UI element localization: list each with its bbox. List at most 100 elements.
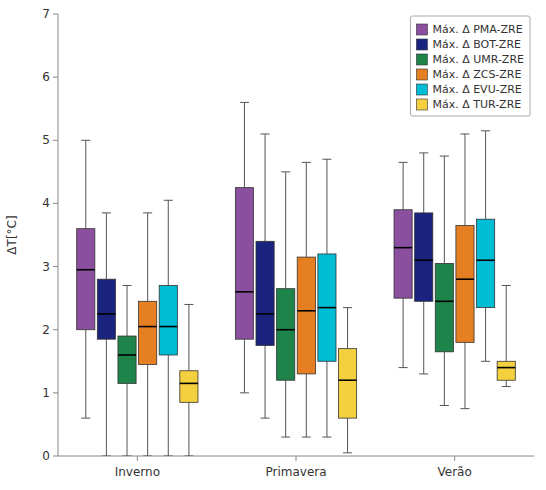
median	[394, 247, 412, 249]
legend-label: Máx. Δ BOT-ZRE	[432, 38, 521, 51]
cap-high	[322, 159, 331, 160]
cap-low	[184, 456, 193, 457]
cap-low	[261, 418, 270, 419]
whisker-high	[147, 213, 148, 301]
legend-swatch	[416, 99, 427, 110]
cap-high	[122, 285, 131, 286]
median	[415, 259, 433, 261]
cap-high	[460, 133, 469, 134]
whisker-low	[285, 380, 286, 437]
whisker-low	[127, 383, 128, 456]
legend-label: Máx. Δ EVU-ZRE	[432, 83, 521, 96]
whisker-high	[244, 102, 245, 187]
whisker-high	[85, 140, 86, 228]
box	[435, 263, 453, 351]
whisker-low	[423, 301, 424, 374]
cap-high	[184, 304, 193, 305]
cap-low	[302, 437, 311, 438]
legend-swatch	[416, 54, 427, 65]
cap-low	[240, 392, 249, 393]
x-tick	[454, 456, 455, 461]
y-tick	[53, 329, 58, 330]
x-tick-label: Verão	[438, 465, 472, 479]
box	[97, 279, 115, 339]
cap-low	[440, 405, 449, 406]
cap-high	[143, 212, 152, 213]
median	[497, 367, 515, 369]
series	[118, 156, 453, 456]
median	[477, 259, 495, 261]
series	[97, 134, 432, 456]
box	[415, 213, 433, 301]
median	[297, 310, 315, 312]
whisker-low	[85, 330, 86, 418]
cap-high	[343, 307, 352, 308]
median	[318, 307, 336, 309]
whisker-high	[188, 304, 189, 370]
whisker-low	[106, 339, 107, 456]
whisker-low	[506, 380, 507, 386]
cap-low	[419, 373, 428, 374]
axes: 01234567InvernoPrimaveraVerão	[42, 7, 534, 479]
box	[456, 226, 474, 343]
y-tick-label: 7	[42, 7, 50, 21]
whisker-high	[444, 156, 445, 263]
box	[77, 229, 95, 330]
legend-swatch	[416, 24, 427, 35]
whisker-high	[127, 286, 128, 337]
cap-high	[419, 152, 428, 153]
legend-box	[410, 16, 530, 116]
cap-low	[343, 452, 352, 453]
y-tick	[53, 14, 58, 15]
median	[97, 313, 115, 315]
box	[159, 286, 177, 355]
cap-low	[399, 367, 408, 368]
cap-low	[143, 456, 152, 457]
legend-label: Máx. Δ UMR-ZRE	[432, 53, 524, 66]
median	[235, 291, 253, 293]
whisker-high	[326, 159, 327, 254]
cap-low	[460, 408, 469, 409]
box	[497, 361, 515, 380]
y-tick-label: 2	[42, 323, 50, 337]
median	[256, 313, 274, 315]
box	[139, 301, 157, 364]
series	[139, 134, 474, 456]
box	[256, 241, 274, 345]
x-tick-label: Inverno	[115, 465, 160, 479]
whisker-high	[464, 134, 465, 226]
median	[159, 326, 177, 328]
series	[180, 286, 515, 456]
cap-high	[240, 102, 249, 103]
series	[77, 102, 412, 418]
whisker-low	[147, 364, 148, 456]
whisker-high	[106, 213, 107, 279]
cap-high	[502, 285, 511, 286]
x-tick	[137, 456, 138, 461]
legend-label: Máx. Δ TUR-ZRE	[432, 98, 521, 111]
y-tick	[53, 456, 58, 457]
cap-low	[81, 418, 90, 419]
box	[180, 371, 198, 403]
whisker-high	[285, 172, 286, 289]
whisker-high	[403, 162, 404, 209]
y-tick-label: 0	[42, 449, 50, 463]
median	[277, 329, 295, 331]
legend-swatch	[416, 39, 427, 50]
x-tick	[296, 456, 297, 461]
cap-high	[102, 212, 111, 213]
whisker-low	[347, 418, 348, 453]
whisker-low	[188, 402, 189, 456]
median	[338, 379, 356, 381]
whisker-low	[265, 346, 266, 419]
whisker-high	[347, 308, 348, 349]
y-tick	[53, 392, 58, 393]
cap-low	[281, 437, 290, 438]
legend-label: Máx. Δ ZCS-ZRE	[432, 68, 521, 81]
cap-high	[481, 130, 490, 131]
whisker-low	[168, 355, 169, 456]
box	[235, 188, 253, 340]
box	[394, 210, 412, 298]
y-tick-label: 1	[42, 386, 50, 400]
legend: Máx. Δ PMA-ZREMáx. Δ BOT-ZREMáx. Δ UMR-Z…	[410, 16, 530, 116]
